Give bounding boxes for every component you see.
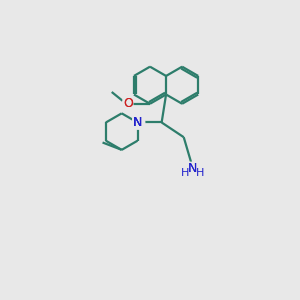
- Text: N: N: [188, 162, 197, 175]
- Text: H: H: [196, 168, 204, 178]
- Text: O: O: [123, 97, 133, 110]
- Text: N: N: [133, 116, 142, 129]
- Text: N: N: [133, 116, 142, 129]
- Text: O: O: [123, 97, 133, 110]
- Text: H: H: [180, 168, 189, 178]
- Text: N: N: [133, 116, 142, 129]
- Text: N: N: [188, 162, 197, 175]
- Text: N: N: [133, 116, 142, 129]
